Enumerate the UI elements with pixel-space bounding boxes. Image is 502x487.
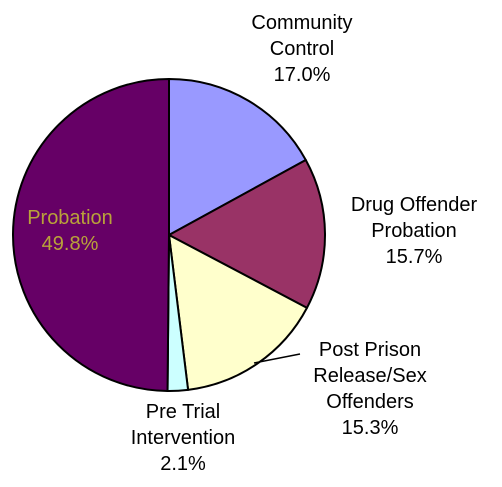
slice-label: Pre Trial (146, 401, 220, 423)
slice-label: Community (251, 12, 352, 34)
slice-percent-label: 49.8% (42, 233, 99, 255)
slice-label: Post Prison (319, 339, 421, 361)
slice-label: Release/Sex (313, 365, 426, 387)
pie-slices (12, 78, 326, 392)
slice-percent-label: 15.7% (386, 246, 443, 268)
label-leader-line (253, 353, 301, 364)
slice-label: Drug Offender (351, 194, 478, 216)
slice-percent-label: 17.0% (274, 64, 331, 86)
slice-label: Intervention (131, 427, 236, 449)
slice-percent-label: 2.1% (160, 453, 206, 475)
pie-slice (12, 78, 170, 392)
slice-label: Probation (371, 220, 457, 242)
slice-label: Control (270, 38, 334, 60)
pie-slice (168, 158, 326, 309)
pie-slice (168, 234, 308, 391)
pie-slice (168, 78, 307, 236)
slice-labels: Community Control 17.0% Drug Offender Probat… (27, 12, 477, 475)
leader-lines (253, 353, 301, 364)
slice-label: Probation (27, 207, 113, 229)
slice-percent-label: 15.3% (342, 417, 399, 439)
slice-label: Offenders (326, 391, 413, 413)
